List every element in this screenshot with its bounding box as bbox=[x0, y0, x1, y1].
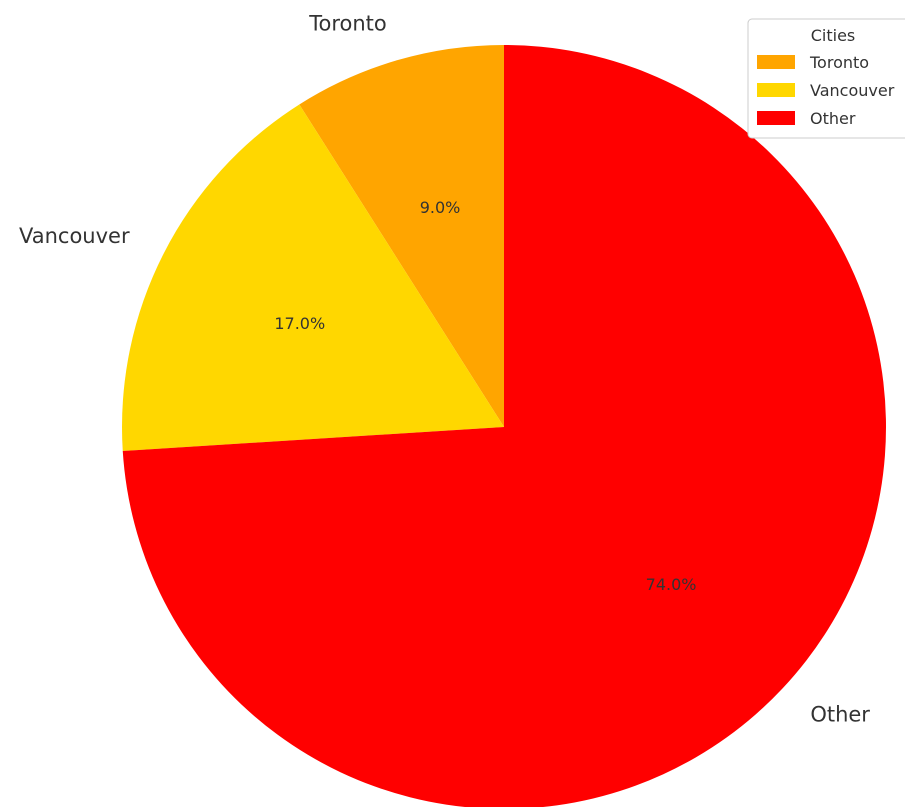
legend-title: Cities bbox=[811, 26, 856, 45]
legend-swatch-toronto bbox=[757, 55, 795, 69]
legend-label-other: Other bbox=[810, 109, 856, 128]
legend-swatch-other bbox=[757, 111, 795, 125]
pie-slice-other bbox=[122, 45, 886, 807]
category-labels: Toronto Vancouver Other bbox=[19, 11, 870, 726]
legend-swatch-vancouver bbox=[757, 83, 795, 97]
pct-label-vancouver: 17.0% bbox=[274, 314, 325, 333]
legend-frame bbox=[747, 18, 905, 139]
percentage-labels: 9.0% 17.0% 74.0% bbox=[274, 198, 696, 594]
category-label-other: Other bbox=[810, 703, 870, 727]
legend: Cities Toronto Vancouver Other bbox=[747, 18, 905, 139]
legend-label-toronto: Toronto bbox=[809, 53, 869, 72]
pct-label-other: 74.0% bbox=[646, 575, 697, 594]
pie-slices bbox=[121, 45, 886, 807]
category-label-vancouver: Vancouver bbox=[19, 224, 130, 248]
pie-slice-toronto bbox=[299, 45, 504, 427]
pct-label-toronto: 9.0% bbox=[420, 198, 461, 217]
pie-slice-vancouver bbox=[121, 104, 504, 451]
legend-label-vancouver: Vancouver bbox=[810, 81, 895, 100]
legend-items: Toronto Vancouver Other bbox=[757, 53, 895, 128]
category-label-toronto: Toronto bbox=[308, 11, 387, 35]
